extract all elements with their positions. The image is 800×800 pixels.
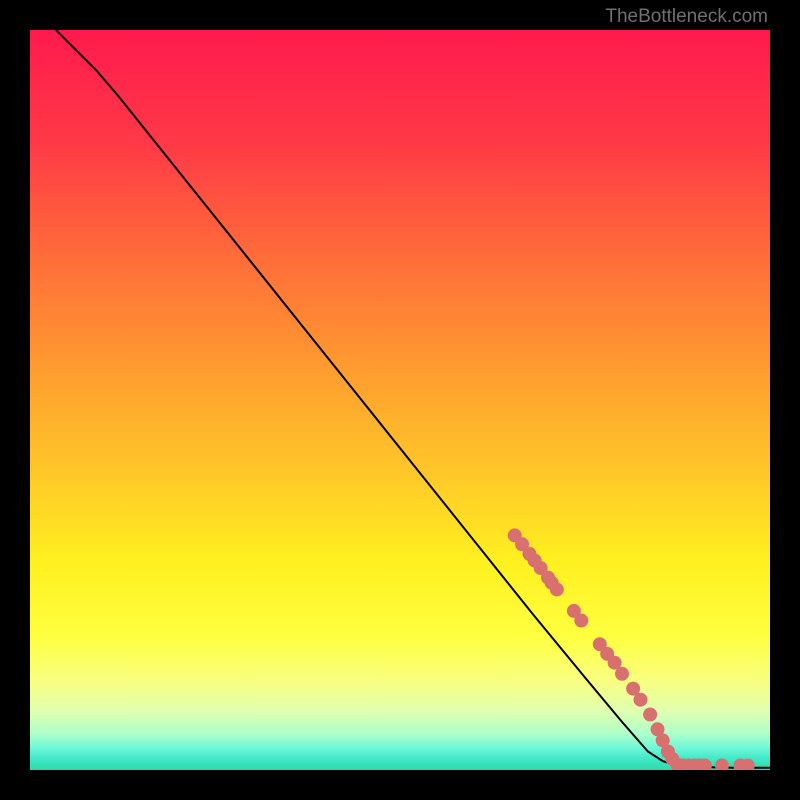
watermark-text: TheBottleneck.com: [605, 6, 768, 28]
data-marker: [574, 614, 588, 628]
curve-layer: [30, 30, 770, 770]
plot-area: [30, 30, 770, 770]
chart-container: TheBottleneck.com: [0, 0, 800, 800]
data-marker: [715, 759, 729, 770]
data-marker: [615, 667, 629, 681]
data-marker: [634, 693, 648, 707]
data-marker: [643, 708, 657, 722]
data-marker: [550, 582, 564, 596]
bottleneck-curve: [56, 30, 770, 768]
